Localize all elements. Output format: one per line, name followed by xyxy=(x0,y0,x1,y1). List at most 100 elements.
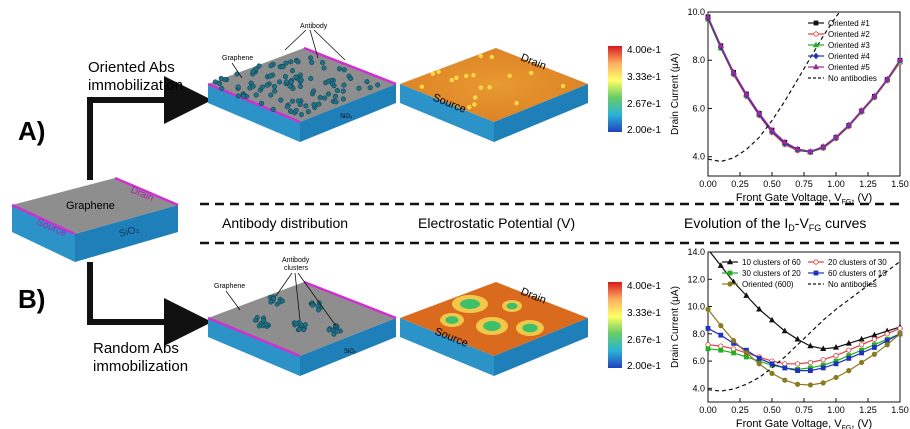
antibody-dot xyxy=(311,101,317,108)
antibody-dot xyxy=(256,323,262,329)
antibody-dot xyxy=(277,79,283,85)
legend-label: 10 clusters of 60 xyxy=(742,258,801,267)
antibody-dot xyxy=(321,65,327,71)
series-line xyxy=(708,261,900,392)
data-point xyxy=(730,68,737,75)
series-line xyxy=(708,327,900,365)
graphene-label-bottom: Graphene xyxy=(214,283,245,290)
x-tick-label: 1.25 xyxy=(859,405,877,415)
series-line xyxy=(708,16,900,153)
potential-spot xyxy=(489,54,494,60)
data-point xyxy=(845,339,852,346)
antibody-dot xyxy=(278,97,284,103)
antibody-dot xyxy=(252,317,258,323)
legend-label: 30 clusters of 20 xyxy=(742,269,801,278)
antibody-cluster-markers xyxy=(252,294,343,337)
arrow-oriented xyxy=(87,76,212,180)
potential-spot xyxy=(528,70,534,76)
data-point xyxy=(846,355,852,361)
legend-label: 20 clusters of 30 xyxy=(828,258,887,267)
data-point xyxy=(871,336,878,342)
data-point xyxy=(833,374,839,381)
chart-random: 0.00 0.25 0.50 0.75 1.00 1.25 1.50 4.0 6.0 8.0 10.… xyxy=(670,247,909,429)
antibody-dot xyxy=(271,83,277,90)
data-point xyxy=(743,350,750,356)
series-line xyxy=(709,252,900,350)
antibody-dot xyxy=(301,327,307,333)
column-title-distribution: Antibody distribution xyxy=(222,215,348,231)
potential-region-core xyxy=(445,316,459,324)
data-point xyxy=(833,361,839,367)
antibody-dot xyxy=(240,93,247,99)
antibody-dot xyxy=(270,106,276,112)
cb-top-tick-0: 4.00e-1 xyxy=(627,45,661,56)
series-line xyxy=(708,333,900,370)
data-point xyxy=(871,351,878,357)
data-point xyxy=(717,42,724,48)
data-point xyxy=(813,31,819,37)
y-axis-label: Drain Current (μA) xyxy=(670,53,681,135)
data-point xyxy=(858,359,865,366)
potential-spot xyxy=(454,75,459,81)
data-point xyxy=(756,109,763,116)
antibody-dot xyxy=(296,326,302,332)
data-point xyxy=(872,345,877,350)
random-antibody-device: Antibody clusters Graphene SiO₂ xyxy=(207,257,397,376)
x-tick-label: 0.00 xyxy=(699,405,717,415)
antibody-dot xyxy=(264,82,270,88)
antibody-dot xyxy=(282,74,288,80)
data-point xyxy=(812,63,820,70)
column-title-potential: Electrostatic Potential (V) xyxy=(418,215,575,231)
antibody-dot xyxy=(258,100,265,106)
antibody-dot xyxy=(334,88,340,94)
antibody-dot xyxy=(288,108,294,114)
antibody-dot xyxy=(305,109,311,115)
legend-label: Oriented #2 xyxy=(828,30,870,39)
antibody-dot xyxy=(294,321,299,327)
panel-b-label: B) xyxy=(18,284,45,314)
antibody-dot xyxy=(348,75,354,82)
antibody-dot xyxy=(302,322,308,328)
cb-top-tick-1: 3.33e-1 xyxy=(627,72,661,83)
x-tick-label: 0.50 xyxy=(763,405,781,415)
antibody-dot xyxy=(308,55,314,61)
antibody-dot xyxy=(280,64,286,70)
data-point xyxy=(813,259,819,265)
graphene-label-top: Graphene xyxy=(222,55,253,62)
data-point xyxy=(794,145,801,152)
legend-label: No antibodies xyxy=(828,74,877,83)
data-point xyxy=(832,344,840,350)
antibody-dot xyxy=(212,79,218,85)
data-point xyxy=(744,354,749,360)
data-point xyxy=(858,106,865,113)
antibody-dot xyxy=(311,88,317,94)
data-point xyxy=(718,347,724,353)
x-tick-label: 1.25 xyxy=(859,179,877,189)
legend-label: Oriented #4 xyxy=(828,52,870,61)
antibody-dot xyxy=(293,107,299,114)
antibody-dot xyxy=(284,104,290,110)
data-point xyxy=(731,350,736,356)
data-point xyxy=(794,335,801,342)
antibody-dot xyxy=(336,66,343,72)
x-tick-label: 0.25 xyxy=(731,179,749,189)
cb-bottom-tick-1: 3.33e-1 xyxy=(627,308,661,319)
series-line xyxy=(708,308,900,386)
legend-label: Oriented (600) xyxy=(742,280,794,289)
data-point xyxy=(756,361,762,367)
x-axis-label: Front Gate Voltage, VFG, (V) xyxy=(736,192,872,206)
antibody-dot xyxy=(288,59,294,65)
chart-oriented: 0.00 0.25 0.50 0.75 1.00 1.25 1.50 4.0 6.0 8.0 10.… xyxy=(670,7,909,206)
antibody-dot xyxy=(303,103,309,109)
data-point xyxy=(756,355,762,361)
antibody-dot xyxy=(329,81,335,87)
data-point xyxy=(782,361,788,367)
antibody-dot xyxy=(325,78,331,84)
data-point xyxy=(743,90,750,97)
data-point xyxy=(845,121,852,128)
antibody-dot xyxy=(288,79,294,85)
x-tick-label: 0.75 xyxy=(795,179,813,189)
plot-frame xyxy=(707,11,901,177)
potential-spot xyxy=(464,73,469,79)
sio2-label: SiO₂ xyxy=(118,224,141,240)
